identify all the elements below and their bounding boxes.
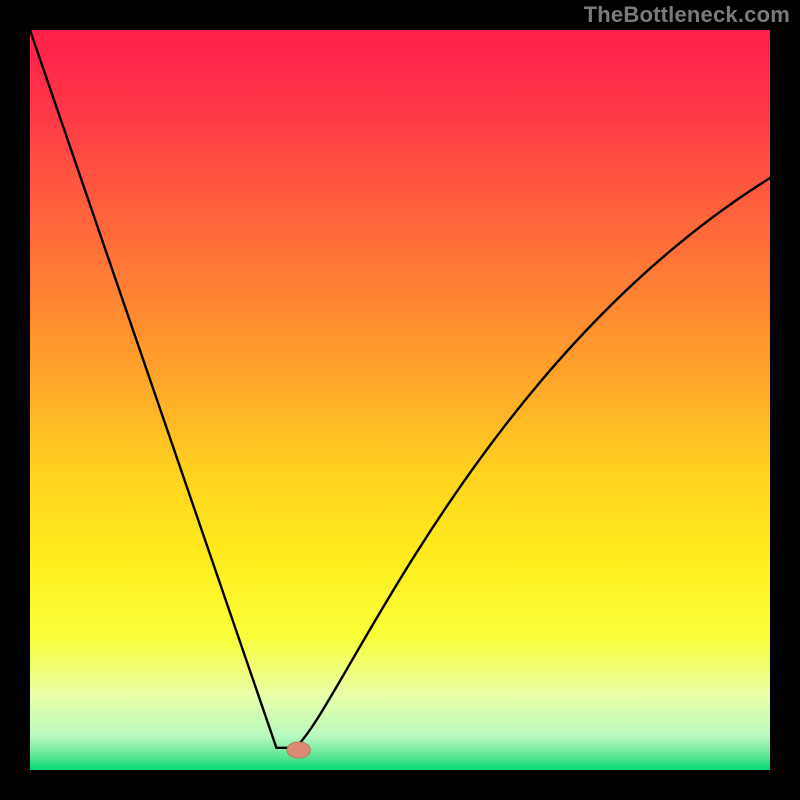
- plot-area: [30, 30, 770, 770]
- gradient-background: [30, 30, 770, 770]
- watermark-text: TheBottleneck.com: [584, 2, 790, 28]
- valley-marker: [287, 742, 311, 758]
- chart-frame: TheBottleneck.com: [0, 0, 800, 800]
- chart-svg: [30, 30, 770, 770]
